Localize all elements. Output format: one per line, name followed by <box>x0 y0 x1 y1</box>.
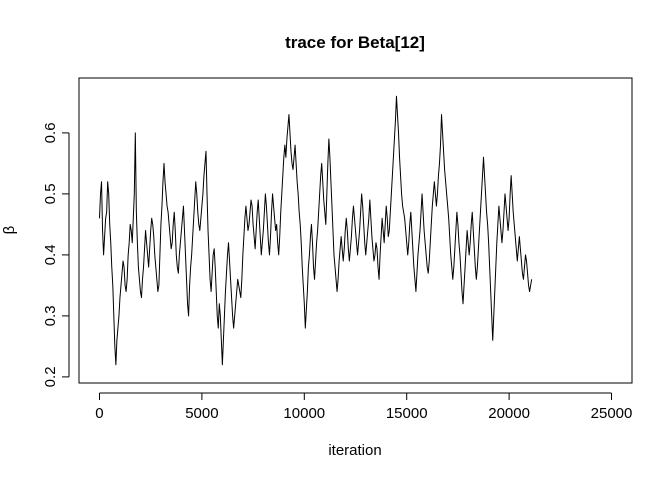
y-axis: 0.2 0.3 0.4 0.5 0.6 <box>42 122 70 387</box>
chart-title: trace for Beta[12] <box>285 33 425 52</box>
plot-frame <box>78 77 633 384</box>
x-axis-label: iteration <box>328 442 381 459</box>
x-tick-label: 0 <box>95 405 103 422</box>
x-tick-label: 5000 <box>185 405 218 422</box>
x-axis: 0 5000 10000 15000 20000 25000 <box>95 392 633 422</box>
trace-line <box>98 95 533 366</box>
x-tick-label: 20000 <box>488 405 530 422</box>
y-tick-label: 0.2 <box>42 366 59 387</box>
x-tick-label: 25000 <box>591 405 633 422</box>
y-tick-label: 0.3 <box>42 305 59 326</box>
y-tick-label: 0.4 <box>42 244 59 265</box>
x-tick-label: 10000 <box>283 405 325 422</box>
x-tick-label: 15000 <box>386 405 428 422</box>
y-tick-label: 0.6 <box>42 122 59 143</box>
y-tick-label: 0.5 <box>42 183 59 204</box>
y-axis-label: β <box>1 225 18 234</box>
series-layer <box>98 95 533 366</box>
